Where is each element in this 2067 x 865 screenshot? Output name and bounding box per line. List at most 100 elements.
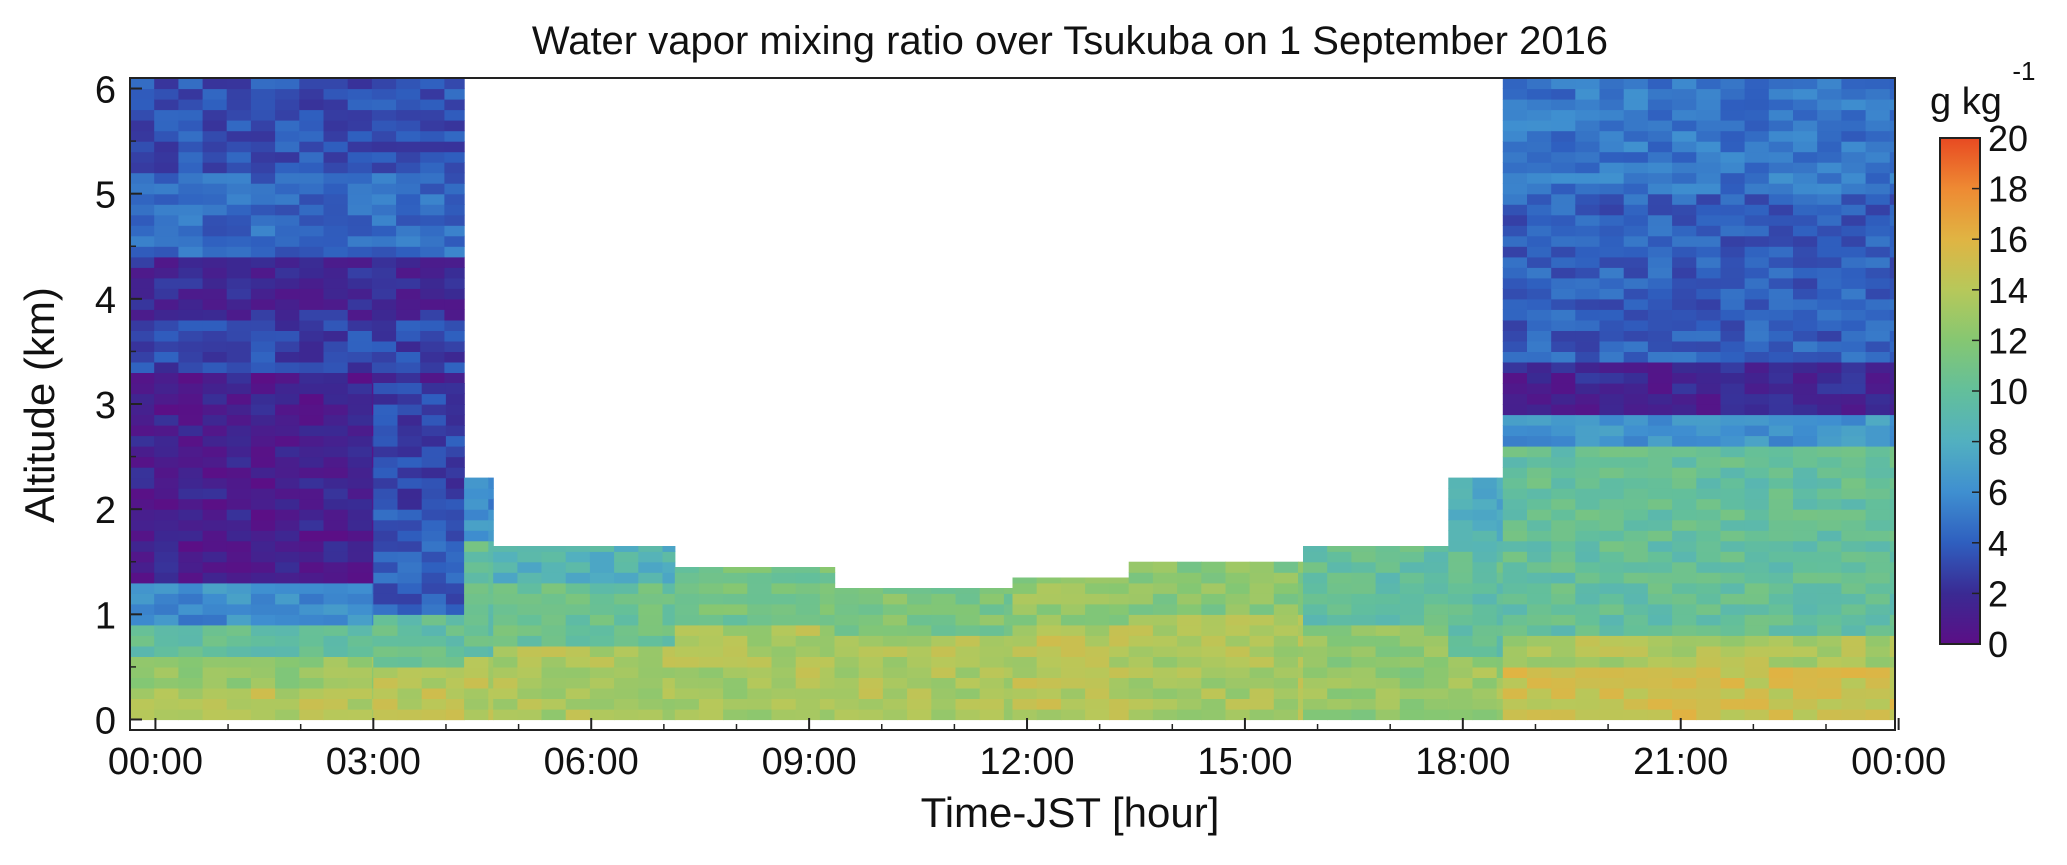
- heatmap-cell: [323, 361, 349, 373]
- heatmap-cell: [445, 687, 465, 699]
- heatmap-cell: [420, 162, 445, 174]
- heatmap-cell: [1599, 235, 1625, 247]
- heatmap-cell: [445, 404, 465, 416]
- heatmap-cell: [1817, 88, 1842, 100]
- heatmap-cell: [1177, 687, 1202, 699]
- heatmap-cell: [1472, 509, 1498, 521]
- heatmap-cell: [1527, 624, 1552, 636]
- heatmap-cell: [1496, 572, 1504, 584]
- heatmap-cell: [226, 624, 252, 636]
- heatmap-cell: [130, 120, 155, 132]
- heatmap-cell: [373, 698, 399, 710]
- heatmap-cell: [1672, 298, 1697, 310]
- heatmap-cell: [1768, 519, 1794, 531]
- heatmap-cell: [396, 204, 421, 216]
- heatmap-cell: [130, 614, 155, 626]
- heatmap-cell: [819, 567, 836, 573]
- heatmap-cell: [202, 540, 228, 552]
- heatmap-cell: [347, 414, 373, 426]
- heatmap-cell: [541, 666, 567, 678]
- heatmap-cell: [1273, 614, 1299, 626]
- heatmap-cell: [347, 298, 373, 310]
- heatmap-cell: [1672, 488, 1697, 500]
- heatmap-cell: [795, 698, 821, 710]
- heatmap-cell: [1793, 477, 1818, 489]
- heatmap-cell: [1744, 509, 1770, 521]
- heatmap-cell: [1496, 698, 1504, 710]
- heatmap-cell: [638, 561, 664, 573]
- heatmap-cell: [154, 593, 179, 605]
- heatmap-cell: [421, 645, 447, 657]
- heatmap-cell: [638, 546, 664, 552]
- heatmap-cell: [1841, 204, 1867, 216]
- heatmap-cell: [445, 561, 465, 573]
- heatmap-cell: [1424, 635, 1449, 647]
- heatmap-cell: [1152, 635, 1178, 647]
- heatmap-cell: [1551, 340, 1576, 352]
- heatmap-cell: [1865, 435, 1891, 447]
- heatmap-cell: [1889, 488, 1896, 500]
- heatmap-cell: [323, 393, 349, 405]
- heatmap-cell: [1399, 635, 1425, 647]
- heatmap-cell: [130, 309, 155, 321]
- heatmap-cell: [1768, 498, 1794, 510]
- heatmap-cell: [747, 582, 773, 594]
- heatmap-cell: [178, 414, 204, 426]
- heatmap-cell: [1623, 603, 1649, 615]
- heatmap-cell: [347, 635, 373, 647]
- heatmap-cell: [250, 593, 276, 605]
- heatmap-cell: [397, 530, 423, 542]
- heatmap-cell: [1303, 666, 1328, 678]
- heatmap-cell: [723, 698, 748, 710]
- heatmap-cell: [445, 477, 465, 489]
- heatmap-cell: [1889, 225, 1896, 237]
- heatmap-cell: [819, 593, 836, 605]
- heatmap-cell: [1303, 656, 1328, 668]
- heatmap-cell: [1036, 624, 1062, 636]
- heatmap-cell: [1720, 498, 1746, 510]
- heatmap-cell: [1298, 645, 1304, 657]
- heatmap-cell: [323, 709, 349, 721]
- heatmap-cell: [226, 298, 252, 310]
- heatmap-cell: [275, 519, 300, 531]
- heatmap-cell: [1036, 687, 1062, 699]
- heatmap-cell: [1496, 603, 1504, 615]
- heatmap-cell: [1527, 477, 1552, 489]
- heatmap-cell: [1793, 204, 1818, 216]
- heatmap-cell: [1527, 666, 1552, 678]
- heatmap-cell: [1889, 614, 1896, 626]
- heatmap-cell: [1327, 624, 1352, 636]
- x-tick-label: 15:00: [1197, 741, 1292, 783]
- heatmap-cell: [1817, 645, 1842, 657]
- heatmap-cell: [130, 551, 155, 563]
- heatmap-cell: [444, 151, 465, 163]
- heatmap-cell: [323, 130, 349, 142]
- heatmap-cell: [1647, 603, 1673, 615]
- heatmap-cell: [493, 677, 518, 689]
- heatmap-cell: [1527, 351, 1552, 363]
- heatmap-cell: [1623, 509, 1649, 521]
- heatmap-cell: [371, 361, 397, 373]
- heatmap-cell: [130, 256, 155, 268]
- heatmap-cell: [614, 698, 639, 710]
- heatmap-cell: [323, 340, 349, 352]
- heatmap-cell: [1201, 603, 1227, 615]
- heatmap-cell: [371, 130, 397, 142]
- heatmap-cell: [1551, 603, 1576, 615]
- heatmap-cell: [202, 88, 228, 100]
- heatmap-cell: [1817, 298, 1842, 310]
- heatmap-cell: [1889, 572, 1896, 584]
- heatmap-cell: [1496, 540, 1504, 552]
- heatmap-cell: [1599, 193, 1625, 205]
- heatmap-cell: [323, 572, 349, 584]
- heatmap-cell: [1502, 551, 1528, 563]
- heatmap-cell: [1502, 151, 1528, 163]
- heatmap-cell: [1696, 298, 1722, 310]
- heatmap-cell: [250, 635, 276, 647]
- heatmap-cell: [1817, 99, 1842, 111]
- heatmap-cell: [858, 614, 884, 626]
- heatmap-cell: [1720, 687, 1746, 699]
- heatmap-cell: [1502, 414, 1528, 426]
- heatmap-cell: [464, 677, 489, 689]
